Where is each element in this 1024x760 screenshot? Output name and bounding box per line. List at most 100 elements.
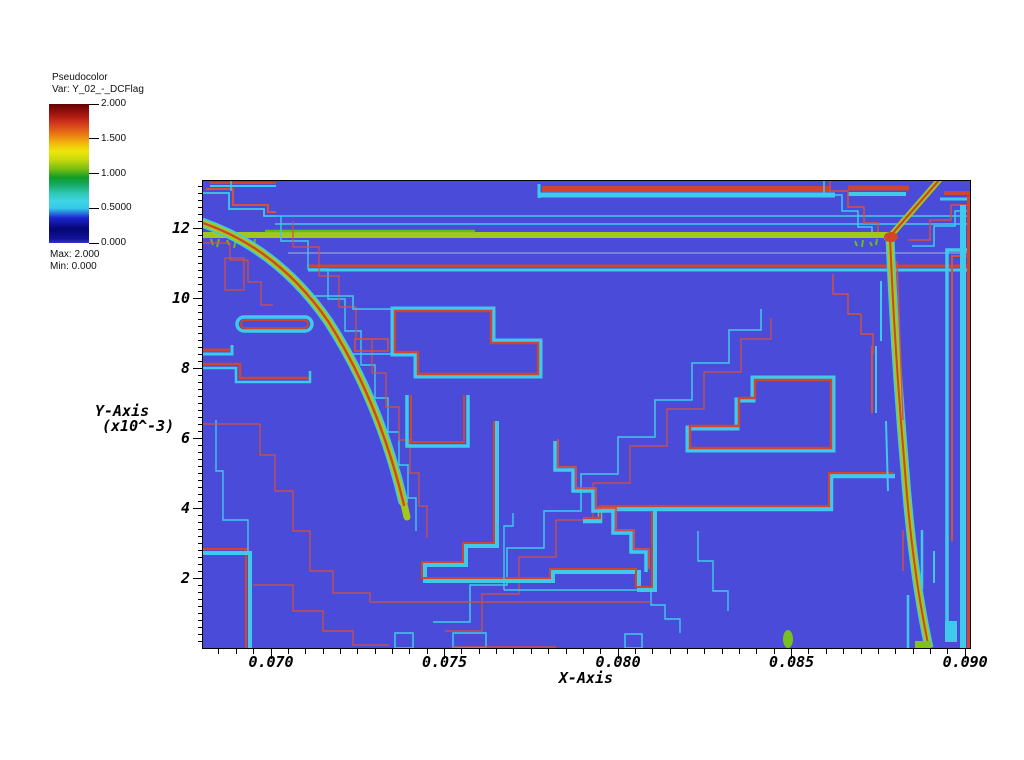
- y-minor-tick: [198, 486, 203, 488]
- plot-feature: [210, 238, 214, 246]
- legend-variable-label: Var: Y_02_-_DCFlag: [52, 84, 144, 95]
- x-minor-tick: [357, 649, 359, 654]
- x-minor-tick: [565, 649, 567, 654]
- y-minor-tick: [198, 528, 203, 530]
- y-minor-tick: [198, 402, 203, 404]
- plot-feature: [394, 632, 414, 648]
- y-minor-tick: [198, 640, 203, 642]
- x-minor-tick: [947, 649, 949, 654]
- colorbar-tick-label: 0.000: [101, 237, 127, 248]
- legend-title: Pseudocolor: [52, 72, 108, 83]
- x-minor-tick: [409, 649, 411, 654]
- x-minor-tick: [513, 649, 515, 654]
- colorbar-tick-label: 0.5000: [101, 202, 132, 214]
- y-major-tick: [193, 437, 203, 439]
- colorbar-tick: [89, 242, 99, 244]
- y-minor-tick: [198, 262, 203, 264]
- plot-feature: [832, 274, 874, 354]
- x-tick-label: 0.080: [595, 653, 641, 671]
- plot-feature: [915, 641, 931, 648]
- y-minor-tick: [198, 591, 203, 593]
- x-minor-tick: [322, 649, 324, 654]
- y-tick-label: 6: [180, 429, 190, 447]
- plot-feature: [393, 309, 540, 376]
- y-minor-tick: [198, 255, 203, 257]
- y-minor-tick: [198, 619, 203, 621]
- x-tick-label: 0.090: [942, 653, 988, 671]
- x-minor-tick: [756, 649, 758, 654]
- y-minor-tick: [198, 479, 203, 481]
- y-minor-tick: [198, 521, 203, 523]
- y-minor-tick: [198, 612, 203, 614]
- x-tick-label: 0.075: [421, 653, 468, 671]
- plot-feature: [206, 188, 276, 213]
- plot-feature: [945, 621, 957, 642]
- y-minor-tick: [198, 213, 203, 215]
- plot-feature: [823, 181, 873, 238]
- x-minor-tick: [669, 649, 671, 654]
- x-minor-tick: [461, 649, 463, 654]
- y-minor-tick: [198, 276, 203, 278]
- x-minor-tick: [877, 649, 879, 654]
- x-minor-tick: [843, 649, 845, 654]
- y-minor-tick: [198, 535, 203, 537]
- x-major-tick: [270, 649, 272, 659]
- plot-feature: [354, 338, 389, 352]
- x-minor-tick: [929, 649, 931, 654]
- plot-feature: [292, 221, 428, 538]
- y-minor-tick: [198, 311, 203, 313]
- plot-feature: [896, 260, 904, 421]
- x-minor-tick: [652, 649, 654, 654]
- x-minor-tick: [773, 649, 775, 654]
- plot-feature: [908, 204, 970, 241]
- plot-area: [202, 180, 971, 649]
- y-tick-label: 8: [180, 359, 190, 377]
- y-minor-tick: [198, 465, 203, 467]
- y-minor-tick: [198, 220, 203, 222]
- x-minor-tick: [253, 649, 255, 654]
- y-tick-label: 2: [180, 569, 190, 587]
- plot-feature: [240, 319, 309, 329]
- y-minor-tick: [198, 346, 203, 348]
- y-minor-tick: [198, 556, 203, 558]
- x-minor-tick: [582, 649, 584, 654]
- plot-feature: [215, 420, 249, 553]
- x-minor-tick: [600, 649, 602, 654]
- plot-feature: [433, 309, 762, 623]
- y-minor-tick: [198, 325, 203, 327]
- plot-feature: [203, 242, 273, 306]
- x-minor-tick: [530, 649, 532, 654]
- x-minor-tick: [825, 649, 827, 654]
- y-minor-tick: [198, 605, 203, 607]
- plot-feature: [688, 378, 833, 450]
- y-minor-tick: [198, 304, 203, 306]
- plot-feature: [503, 513, 514, 590]
- plot-feature: [405, 395, 470, 448]
- x-minor-tick: [478, 649, 480, 654]
- plot-feature: [203, 551, 252, 648]
- pseudocolor-plot-canvas[interactable]: [203, 181, 970, 648]
- x-tick-label: 0.085: [769, 653, 815, 671]
- x-minor-tick: [721, 649, 723, 654]
- x-major-tick: [617, 649, 619, 659]
- x-minor-tick: [426, 649, 428, 654]
- plot-feature: [885, 181, 940, 242]
- plot-feature: [203, 423, 371, 602]
- y-minor-tick: [198, 570, 203, 572]
- y-minor-tick: [198, 514, 203, 516]
- y-minor-tick: [198, 563, 203, 565]
- x-minor-tick: [391, 649, 393, 654]
- plot-feature: [410, 395, 465, 443]
- y-minor-tick: [198, 472, 203, 474]
- field-background: [203, 181, 970, 648]
- plot-feature: [203, 345, 234, 356]
- plot-feature: [685, 375, 836, 453]
- y-minor-tick: [198, 549, 203, 551]
- x-minor-tick: [235, 649, 237, 654]
- y-minor-tick: [198, 241, 203, 243]
- legend-min-label: Min: 0.000: [50, 261, 97, 272]
- x-minor-tick: [548, 649, 550, 654]
- plot-feature: [390, 306, 543, 379]
- x-minor-tick: [496, 649, 498, 654]
- y-minor-tick: [198, 381, 203, 383]
